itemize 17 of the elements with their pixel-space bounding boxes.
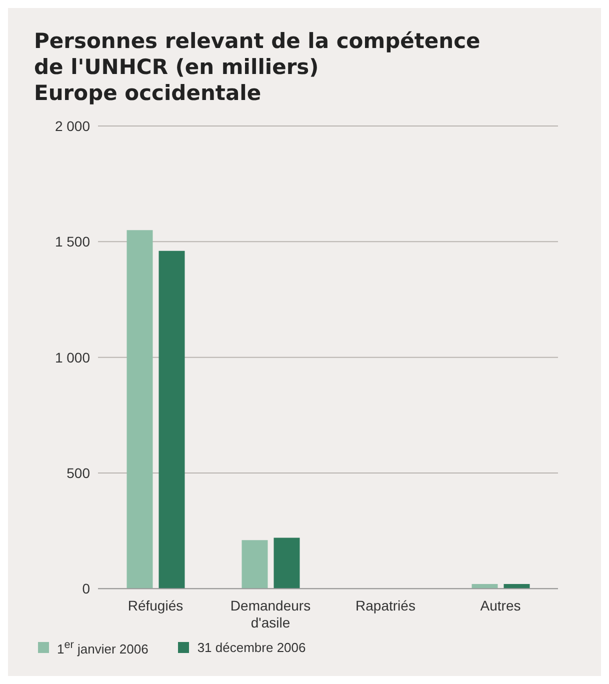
chart-title: Personnes relevant de la compétence de l'UNHCR (en milliers) (34, 28, 482, 80)
x-tick-label: Rapatriés (356, 598, 416, 614)
y-tick-label: 2 000 (54, 118, 90, 134)
x-tick-label: Demandeurs d'asile (230, 598, 311, 631)
y-tick-label: 1 000 (54, 349, 90, 366)
chart-subtitle: Europe occidentale (34, 80, 262, 106)
legend-label: 31 décembre 2006 (197, 640, 306, 655)
legend-label: 1$^{er}$ janvier 2006 (57, 638, 148, 656)
y-tick-label: 0 (82, 580, 90, 597)
x-tick-label: Autres (480, 598, 521, 614)
bar (126, 230, 153, 589)
bar (158, 250, 185, 589)
bar (242, 540, 268, 589)
x-tick-label: Réfugiés (128, 598, 184, 614)
y-tick-label: 500 (66, 464, 90, 481)
bar (274, 538, 300, 589)
y-tick-label: 1 500 (54, 234, 90, 250)
